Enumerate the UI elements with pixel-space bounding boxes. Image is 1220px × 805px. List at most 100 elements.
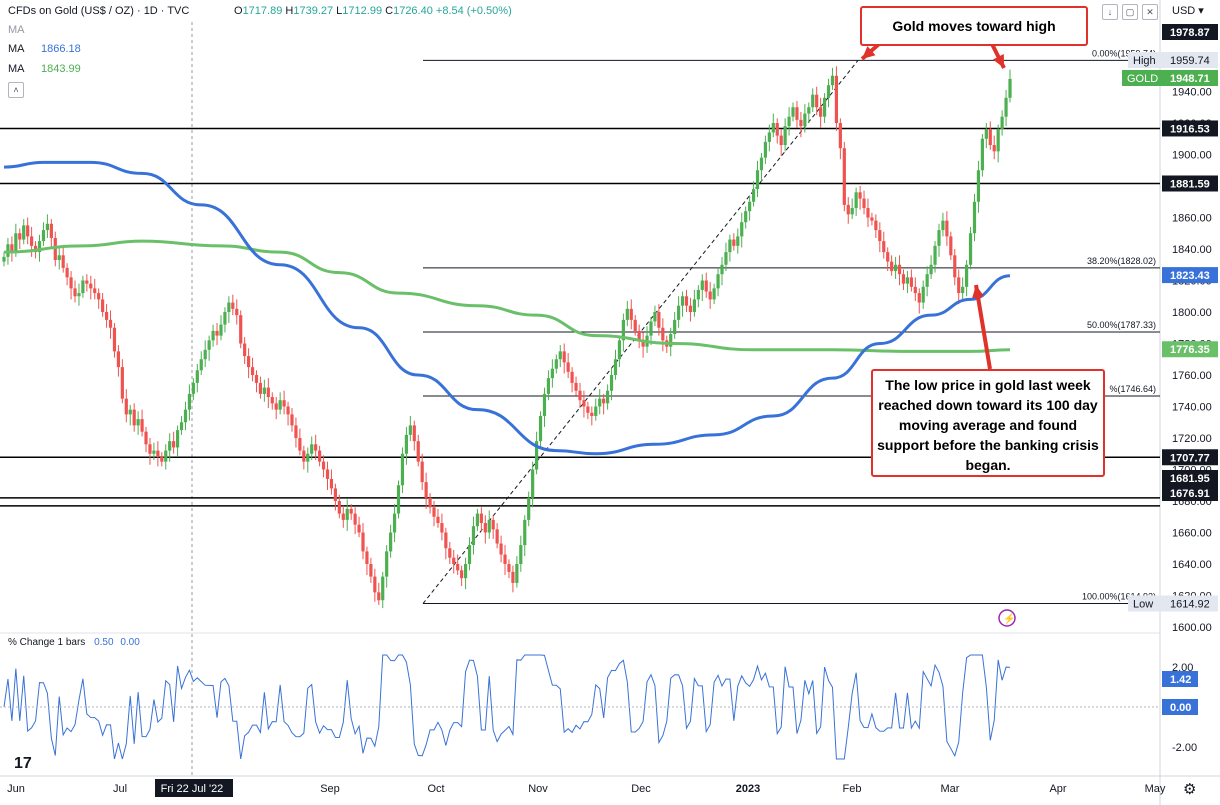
candle-body[interactable] bbox=[302, 450, 306, 462]
candle-body[interactable] bbox=[609, 375, 614, 391]
candle-body[interactable] bbox=[483, 523, 487, 533]
candle-body[interactable] bbox=[933, 245, 937, 265]
indicator-line[interactable] bbox=[3, 654, 1011, 760]
close-icon[interactable]: ✕ bbox=[1142, 4, 1158, 20]
candle-body[interactable] bbox=[905, 277, 910, 284]
candle-body[interactable] bbox=[606, 390, 610, 404]
ma-slow-legend[interactable]: MA 1843.99 bbox=[8, 63, 81, 75]
candle-body[interactable] bbox=[389, 532, 393, 552]
candle-body[interactable] bbox=[491, 519, 495, 530]
candle-body[interactable] bbox=[538, 415, 543, 442]
candle-body[interactable] bbox=[337, 501, 341, 514]
candle-body[interactable] bbox=[463, 564, 468, 579]
candle-body[interactable] bbox=[250, 367, 255, 375]
candle-body[interactable] bbox=[680, 296, 685, 306]
candle-body[interactable] bbox=[882, 241, 886, 253]
candle-body[interactable] bbox=[223, 312, 227, 325]
ma-slow-line[interactable] bbox=[3, 239, 1011, 353]
candle-body[interactable] bbox=[357, 524, 361, 533]
candle-body[interactable] bbox=[949, 236, 953, 256]
candle-body[interactable] bbox=[81, 280, 85, 294]
ma-hidden-row[interactable]: MA bbox=[8, 24, 25, 36]
candle-body[interactable] bbox=[886, 252, 890, 262]
candle-body[interactable] bbox=[759, 157, 764, 171]
candle-body[interactable] bbox=[732, 239, 736, 246]
candle-body[interactable] bbox=[345, 508, 349, 520]
candle-body[interactable] bbox=[235, 308, 239, 316]
candle-body[interactable] bbox=[274, 403, 278, 410]
candle-body[interactable] bbox=[874, 220, 878, 231]
candle-body[interactable] bbox=[968, 233, 973, 265]
candle-body[interactable] bbox=[822, 97, 827, 117]
candle-body[interactable] bbox=[30, 236, 34, 246]
candle-body[interactable] bbox=[854, 192, 858, 209]
candle-body[interactable] bbox=[160, 456, 164, 462]
candle-body[interactable] bbox=[913, 286, 917, 294]
candle-body[interactable] bbox=[266, 387, 270, 398]
candle-body[interactable] bbox=[18, 233, 22, 240]
candle-body[interactable] bbox=[37, 241, 42, 253]
candle-body[interactable] bbox=[310, 444, 314, 454]
candle-body[interactable] bbox=[740, 222, 744, 237]
candle-body[interactable] bbox=[471, 526, 476, 546]
candle-body[interactable] bbox=[594, 406, 598, 416]
candle-body[interactable] bbox=[57, 255, 61, 261]
candle-body[interactable] bbox=[562, 351, 566, 363]
candle-body[interactable] bbox=[992, 145, 996, 152]
candle-body[interactable] bbox=[866, 208, 870, 218]
candle-body[interactable] bbox=[775, 123, 779, 136]
candle-body[interactable] bbox=[941, 220, 945, 231]
candle-body[interactable] bbox=[649, 321, 653, 336]
candle-body[interactable] bbox=[353, 513, 357, 525]
arrow-down-icon[interactable]: ↓ bbox=[1102, 4, 1118, 20]
candle-body[interactable] bbox=[306, 453, 310, 462]
candle-body[interactable] bbox=[783, 126, 787, 146]
candle-body[interactable] bbox=[890, 261, 894, 272]
candle-body[interactable] bbox=[97, 293, 101, 300]
candle-body[interactable] bbox=[771, 123, 775, 133]
candle-body[interactable] bbox=[909, 277, 913, 287]
candle-body[interactable] bbox=[523, 519, 527, 546]
candle-body[interactable] bbox=[365, 551, 369, 564]
candle-body[interactable] bbox=[246, 356, 251, 368]
candle-body[interactable] bbox=[878, 230, 882, 242]
candle-body[interactable] bbox=[290, 414, 294, 426]
currency-selector[interactable]: USD ▾ bbox=[1172, 4, 1204, 17]
candle-body[interactable] bbox=[41, 230, 46, 242]
candle-body[interactable] bbox=[314, 444, 318, 451]
candle-body[interactable] bbox=[507, 564, 511, 572]
candle-body[interactable] bbox=[791, 107, 795, 117]
candle-body[interactable] bbox=[842, 148, 846, 205]
candle-body[interactable] bbox=[428, 497, 432, 508]
candle-body[interactable] bbox=[984, 129, 988, 139]
candle-body[interactable] bbox=[61, 255, 65, 268]
candle-body[interactable] bbox=[657, 312, 661, 328]
candle-body[interactable] bbox=[901, 274, 906, 284]
maximize-icon[interactable]: ▢ bbox=[1122, 4, 1138, 20]
candle-body[interactable] bbox=[298, 438, 302, 451]
candle-body[interactable] bbox=[893, 264, 898, 272]
candle-body[interactable] bbox=[688, 305, 693, 312]
candle-body[interactable] bbox=[329, 478, 334, 489]
candle-body[interactable] bbox=[420, 461, 424, 483]
candle-body[interactable] bbox=[744, 211, 748, 223]
candle-body[interactable] bbox=[586, 406, 590, 413]
candle-body[interactable] bbox=[503, 554, 507, 564]
candle-body[interactable] bbox=[112, 327, 117, 352]
candle-body[interactable] bbox=[444, 532, 448, 549]
candle-body[interactable] bbox=[262, 387, 266, 394]
candle-body[interactable] bbox=[456, 564, 460, 571]
candle-body[interactable] bbox=[278, 400, 282, 410]
candle-body[interactable] bbox=[945, 220, 949, 237]
candle-body[interactable] bbox=[452, 557, 456, 564]
candle-body[interactable] bbox=[373, 576, 377, 593]
candle-body[interactable] bbox=[254, 375, 259, 383]
candle-body[interactable] bbox=[724, 252, 728, 265]
candle-body[interactable] bbox=[862, 198, 866, 209]
candle-body[interactable] bbox=[574, 382, 578, 391]
ma-fast-legend[interactable]: MA 1866.18 bbox=[8, 43, 81, 55]
candle-body[interactable] bbox=[2, 256, 6, 262]
candle-body[interactable] bbox=[14, 233, 18, 251]
candle-body[interactable] bbox=[400, 453, 405, 486]
candle-body[interactable] bbox=[929, 264, 933, 275]
